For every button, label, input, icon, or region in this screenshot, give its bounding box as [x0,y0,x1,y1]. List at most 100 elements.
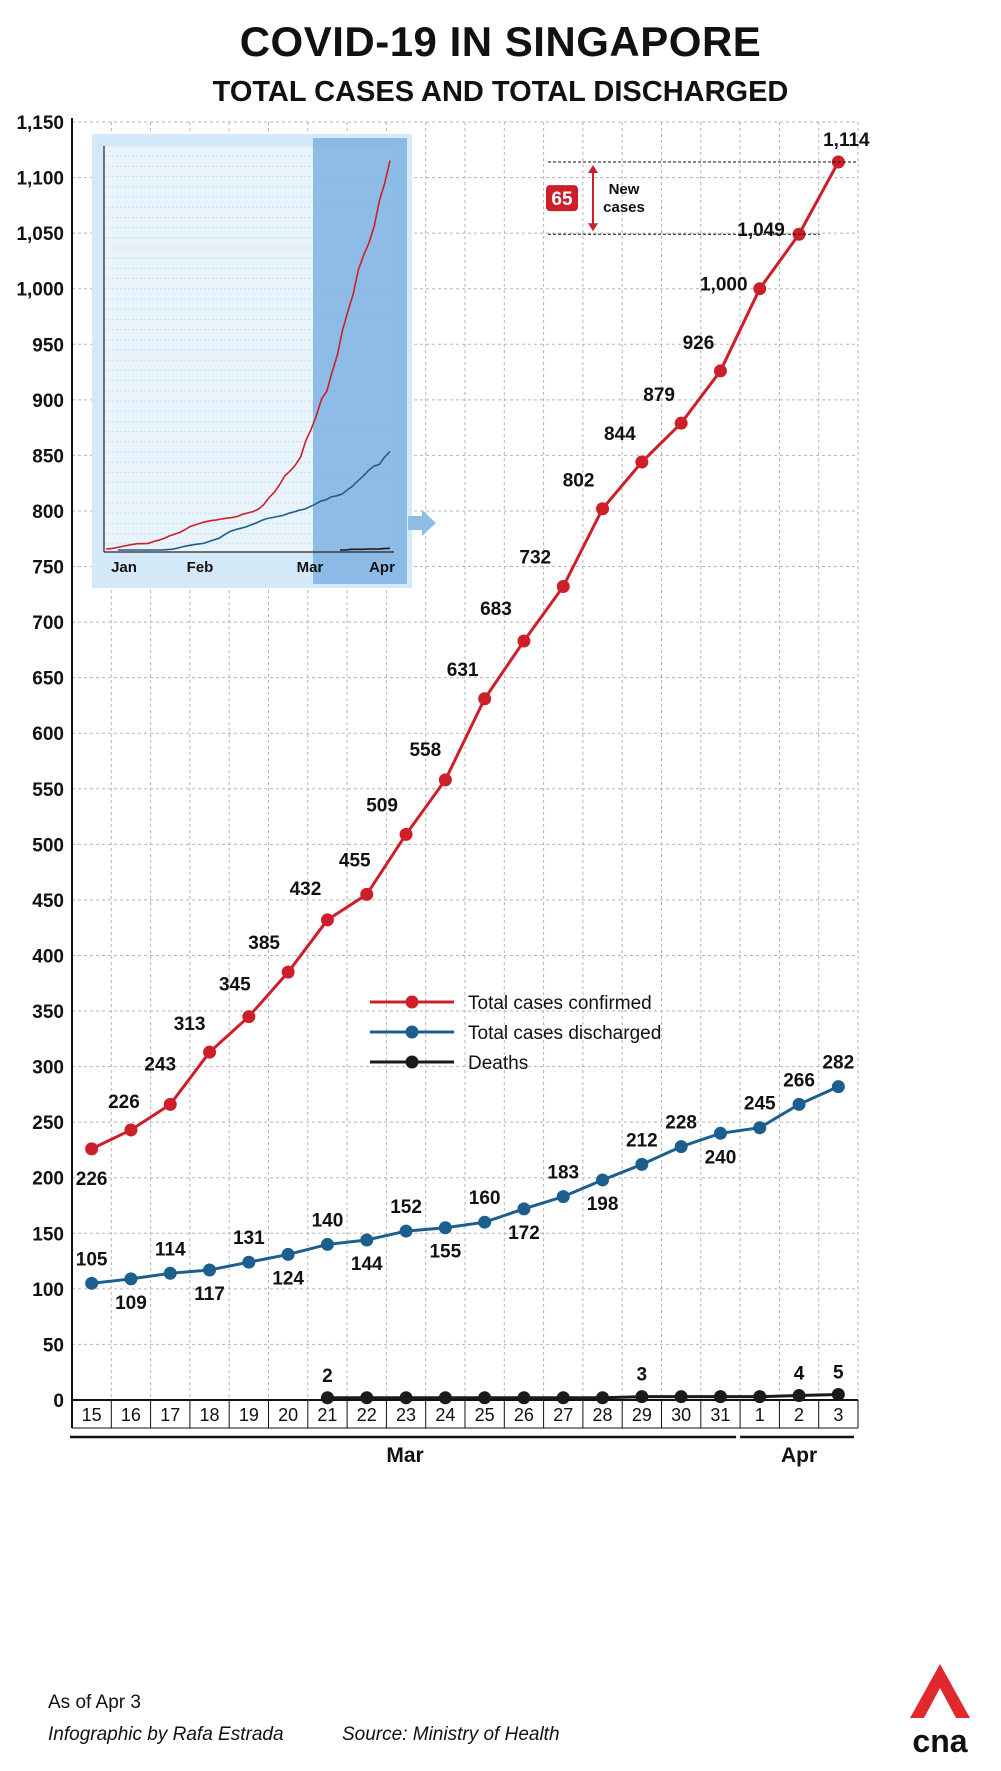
x-tick-label: 29 [632,1405,652,1425]
y-tick-label: 800 [32,502,64,523]
inset-confirmed-line [105,160,391,550]
inset-month-label: Mar [297,559,324,576]
x-tick-label: 23 [396,1405,416,1425]
inset-month-label: Apr [369,559,395,576]
y-tick-label: 250 [32,1113,64,1134]
confirmed-point [203,1045,217,1059]
y-tick-label: 1,050 [16,224,64,245]
discharged-point [281,1247,295,1261]
confirmed-data-label: 1,000 [700,275,748,296]
confirmed-point [674,416,688,430]
y-tick-label: 550 [32,780,64,801]
discharged-data-label: 105 [76,1249,108,1270]
legend-swatch-marker [405,995,419,1009]
inset-deaths-line [340,547,391,551]
confirmed-data-label: 802 [563,471,595,492]
x-tick-label: 15 [82,1405,102,1425]
x-tick-label: 3 [833,1405,843,1425]
confirmed-point [163,1097,177,1111]
confirmed-point [635,455,649,469]
confirmed-data-label: 879 [643,385,675,406]
deaths-point [792,1389,806,1403]
discharged-point [674,1140,688,1154]
y-tick-label: 200 [32,1169,64,1190]
deaths-data-label: 2 [322,1366,333,1387]
x-tick-label: 20 [278,1405,298,1425]
deaths-point [713,1390,727,1404]
discharged-data-label: 212 [626,1130,658,1151]
confirmed-point [360,887,374,901]
x-tick-label: 28 [593,1405,613,1425]
discharged-data-label: 282 [822,1053,854,1074]
data-labels: 2262262433133453854324555095586316837328… [76,130,870,1387]
deaths-point [478,1391,492,1405]
inset-month-label: Jan [111,559,137,576]
confirmed-point [85,1142,99,1156]
confirmed-data-label: 1,049 [737,220,785,241]
new-cases-value: 65 [551,189,573,210]
x-tick-label: 26 [514,1405,534,1425]
confirmed-data-label: 732 [519,548,551,569]
legend-label: Total cases discharged [468,1023,661,1044]
legend-label: Total cases confirmed [468,993,652,1014]
x-tick-label: 22 [357,1405,377,1425]
discharged-data-label: 228 [665,1113,697,1134]
confirmed-data-label: 226 [108,1092,140,1113]
y-tick-label: 1,150 [16,113,64,134]
deaths-point [556,1391,570,1405]
discharged-point [792,1097,806,1111]
as-of-date: As of Apr 3 [48,1692,141,1713]
source-text: Source: Ministry of Health [342,1724,560,1745]
month-label: Apr [781,1444,817,1467]
confirmed-data-label: 385 [248,933,280,954]
confirmed-point [556,580,570,594]
cna-logo: cna [910,1664,970,1759]
discharged-data-label: 183 [547,1163,579,1184]
inset-chart: Jan Feb Mar Apr [92,134,436,588]
confirmed-data-label: 683 [480,599,512,620]
inset-month-label: Feb [187,559,214,576]
y-tick-label: 600 [32,724,64,745]
deaths-point [831,1387,845,1401]
discharged-data-label: 198 [587,1194,619,1215]
new-cases-text: cases [603,199,645,216]
discharged-data-label: 144 [351,1254,383,1275]
deaths-point [360,1391,374,1405]
new-cases-text: New [609,181,640,198]
discharged-data-label: 155 [429,1242,461,1263]
series-line-confirmed [91,161,840,1151]
deaths-point [753,1390,767,1404]
confirmed-data-label: 226 [76,1169,108,1190]
y-tick-label: 700 [32,613,64,634]
x-tick-label: 31 [710,1405,730,1425]
discharged-data-label: 140 [312,1210,344,1231]
discharged-point [163,1266,177,1280]
discharged-data-label: 172 [508,1223,540,1244]
confirmed-point [399,827,413,841]
discharged-data-label: 240 [705,1147,737,1168]
discharged-point [203,1263,217,1277]
x-tick-label: 18 [200,1405,220,1425]
confirmed-point [242,1010,256,1024]
discharged-point [320,1237,334,1251]
legend-swatch-marker [405,1025,419,1039]
y-tick-label: 500 [32,835,64,856]
x-tick-label: 27 [553,1405,573,1425]
discharged-data-label: 124 [272,1268,304,1289]
confirmed-point [438,773,452,787]
y-tick-label: 450 [32,891,64,912]
x-tick-label: 1 [755,1405,765,1425]
discharged-data-label: 245 [744,1094,776,1115]
y-tick-label: 350 [32,1002,64,1023]
discharged-point [438,1221,452,1235]
discharged-point [556,1190,570,1204]
discharged-point [517,1202,531,1216]
confirmed-point [517,634,531,648]
discharged-data-label: 131 [233,1228,265,1249]
discharged-data-label: 114 [155,1239,186,1260]
chart-title: COVID-19 IN SINGAPORE [239,18,762,65]
discharged-point [399,1224,413,1238]
discharged-data-label: 266 [783,1070,815,1091]
legend-swatch-marker [405,1055,419,1069]
deaths-point [635,1390,649,1404]
